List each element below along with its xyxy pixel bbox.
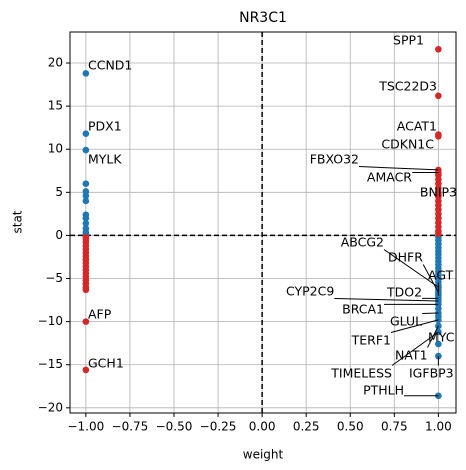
- x-tick-label: −0.50: [156, 420, 193, 434]
- point: [82, 192, 90, 200]
- point-label: PTHLH: [363, 383, 404, 398]
- point-label: TSC22D3: [378, 79, 437, 94]
- point: [82, 146, 90, 154]
- annotation-arrow: [422, 264, 439, 293]
- point-label: NAT1: [395, 348, 428, 363]
- point-label: SPP1: [393, 33, 424, 48]
- y-tick-label: −10: [38, 314, 63, 328]
- point-label: PDX1: [88, 119, 122, 134]
- annotation-arrow: [391, 331, 439, 366]
- point: [82, 180, 90, 188]
- point-label: BRCA1: [342, 302, 384, 317]
- point: [435, 392, 442, 400]
- y-tick-label: 20: [48, 56, 63, 70]
- point: [435, 313, 442, 320]
- point: [435, 133, 442, 140]
- y-axis-label: stat: [11, 210, 25, 233]
- point-label: TIMELESS: [330, 366, 392, 381]
- point: [435, 340, 442, 348]
- point: [435, 45, 442, 53]
- x-tick-label: 0.50: [337, 420, 364, 434]
- point: [82, 70, 90, 77]
- y-tick-label: 15: [48, 99, 63, 113]
- x-tick-label: 1.00: [425, 420, 452, 434]
- x-tick-label: 0.75: [381, 420, 408, 434]
- point-label: IGFBP3: [409, 366, 454, 381]
- annotation-arrow: [334, 298, 439, 302]
- x-tick-label: −0.75: [112, 420, 149, 434]
- point-label: MYLK: [88, 152, 122, 167]
- x-axis-label: weight: [243, 448, 284, 462]
- annotation-arrow: [427, 325, 439, 348]
- point: [82, 220, 90, 227]
- point-label: AMACR: [367, 170, 412, 185]
- point-label: ACAT1: [397, 119, 437, 134]
- point: [82, 214, 90, 222]
- point: [82, 130, 90, 138]
- point-label: AGT: [428, 268, 454, 283]
- point-label: BNIP3: [420, 185, 457, 200]
- y-tick-label: −15: [38, 357, 63, 371]
- point-label: MYC: [428, 330, 455, 345]
- point-label: FBXO32: [310, 152, 359, 167]
- y-tick-label: −5: [45, 271, 63, 285]
- point-label: TERF1: [351, 333, 391, 348]
- point-label: CCND1: [88, 58, 132, 73]
- x-tick-label: −0.25: [200, 420, 237, 434]
- point-label: GCH1: [88, 356, 124, 371]
- x-tick-label: 0.00: [249, 420, 276, 434]
- point: [82, 318, 90, 325]
- point: [435, 230, 442, 238]
- y-tick-label: 0: [55, 228, 63, 242]
- chart-title: NR3C1: [239, 10, 287, 26]
- point: [435, 92, 442, 100]
- point-label: GLUL: [390, 314, 422, 329]
- y-tick-label: −20: [38, 400, 63, 414]
- x-tick-label: 0.25: [293, 420, 320, 434]
- point: [435, 322, 442, 330]
- point-label: CYP2C9: [286, 284, 334, 299]
- point: [82, 286, 90, 294]
- point: [82, 366, 90, 374]
- point: [435, 305, 442, 312]
- point: [82, 197, 90, 205]
- annotation-arrow: [383, 249, 439, 288]
- point-label: DHFR: [388, 250, 423, 265]
- y-tick-label: 10: [48, 142, 63, 156]
- annotation-arrow: [358, 166, 439, 171]
- y-tick-label: 5: [55, 185, 63, 199]
- point-label: ABCG2: [341, 235, 384, 250]
- point-label: TDO2: [386, 285, 422, 300]
- point-label: AFP: [88, 307, 112, 322]
- annotation-arrow: [390, 319, 439, 333]
- point-label: CDKN1C: [381, 137, 434, 152]
- plot-frame: [69, 31, 457, 414]
- x-tick-label: −1.00: [67, 420, 104, 434]
